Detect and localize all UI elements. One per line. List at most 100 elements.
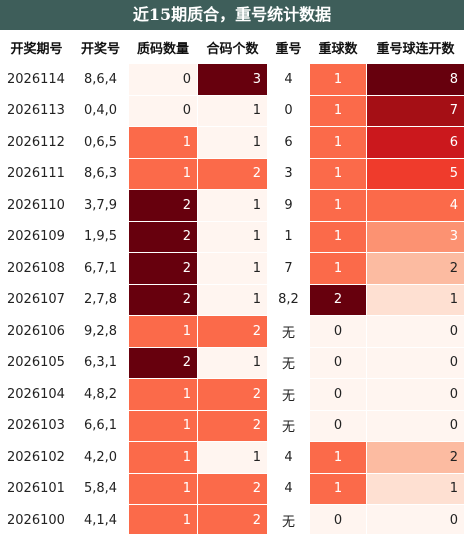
table-cell: 4 bbox=[366, 189, 464, 222]
table-cell: 2 bbox=[197, 157, 268, 190]
table-cell: 0 bbox=[267, 94, 310, 127]
table-row: 2026114 8,6,4 0 3 4 1 8 bbox=[0, 63, 464, 96]
table-cell: 1 bbox=[128, 504, 198, 534]
table-cell: 4 bbox=[267, 441, 310, 474]
table-cell: 2026106 bbox=[0, 315, 73, 348]
table-row: 2026112 0,6,5 1 1 6 1 6 bbox=[0, 126, 464, 159]
table-row: 2026102 4,2,0 1 1 4 1 2 bbox=[0, 441, 464, 474]
header-row: 开奖期号 开奖号 质码数量 合码个数 重号 重球数 重号球连开数 bbox=[0, 30, 464, 64]
table-cell: 1 bbox=[197, 94, 268, 127]
table-cell: 4,8,2 bbox=[72, 378, 129, 411]
table-cell: 2 bbox=[366, 252, 464, 285]
table-cell: 0 bbox=[128, 63, 198, 96]
table-cell: 2026104 bbox=[0, 378, 73, 411]
table-row: 2026105 6,3,1 2 1 无 0 0 bbox=[0, 346, 464, 379]
table-cell: 2 bbox=[197, 472, 268, 505]
table-cell: 2026109 bbox=[0, 220, 73, 253]
table-cell: 1 bbox=[197, 283, 268, 316]
table-row: 2026111 8,6,3 1 2 3 1 5 bbox=[0, 157, 464, 190]
table-cell: 7 bbox=[366, 94, 464, 127]
table-cell: 2 bbox=[128, 283, 198, 316]
table-cell: 3 bbox=[197, 63, 268, 96]
table-cell: 8,2 bbox=[267, 283, 310, 316]
table-cell: 2026107 bbox=[0, 283, 73, 316]
table-cell: 1 bbox=[309, 472, 367, 505]
table-cell: 2 bbox=[197, 409, 268, 442]
table-cell: 1 bbox=[197, 346, 268, 379]
table-cell: 2026112 bbox=[0, 126, 73, 159]
table-cell: 2026108 bbox=[0, 252, 73, 285]
table-row: 2026110 3,7,9 2 1 9 1 4 bbox=[0, 189, 464, 222]
table-cell: 2026101 bbox=[0, 472, 73, 505]
table-cell: 1 bbox=[366, 472, 464, 505]
table-cell: 1 bbox=[128, 409, 198, 442]
table-cell: 2026113 bbox=[0, 94, 73, 127]
table-body: 2026114 8,6,4 0 3 4 1 8 2026113 0,4,0 0 1 0 1 7 202611… bbox=[0, 63, 464, 534]
table-cell: 1 bbox=[309, 157, 367, 190]
table-row: 2026106 9,2,8 1 2 无 0 0 bbox=[0, 315, 464, 348]
table-cell: 0 bbox=[309, 378, 367, 411]
table-cell: 6 bbox=[366, 126, 464, 159]
table-row: 2026104 4,8,2 1 2 无 0 0 bbox=[0, 378, 464, 411]
table-cell: 5,8,4 bbox=[72, 472, 129, 505]
table-cell: 2026114 bbox=[0, 63, 73, 96]
table-cell: 6,6,1 bbox=[72, 409, 129, 442]
table-cell: 1 bbox=[309, 220, 367, 253]
table-cell: 2 bbox=[366, 441, 464, 474]
table-cell: 8 bbox=[366, 63, 464, 96]
column-header: 开奖期号 bbox=[0, 30, 73, 64]
table-cell: 1 bbox=[197, 220, 268, 253]
table-row: 2026109 1,9,5 2 1 1 1 3 bbox=[0, 220, 464, 253]
table-cell: 0,4,0 bbox=[72, 94, 129, 127]
table-cell: 1 bbox=[309, 126, 367, 159]
table-cell: 0 bbox=[128, 94, 198, 127]
table-cell: 2 bbox=[128, 220, 198, 253]
table-cell: 6 bbox=[267, 126, 310, 159]
table-cell: 2026100 bbox=[0, 504, 73, 534]
table-cell: 无 bbox=[267, 315, 310, 348]
table-cell: 8,6,3 bbox=[72, 157, 129, 190]
table-cell: 9,2,8 bbox=[72, 315, 129, 348]
table-cell: 2026103 bbox=[0, 409, 73, 442]
table-cell: 0 bbox=[366, 504, 464, 534]
table-cell: 0 bbox=[309, 346, 367, 379]
table-cell: 1 bbox=[366, 283, 464, 316]
table-cell: 无 bbox=[267, 409, 310, 442]
table-cell: 1 bbox=[128, 472, 198, 505]
table-cell: 0 bbox=[366, 315, 464, 348]
table-cell: 1,9,5 bbox=[72, 220, 129, 253]
table-cell: 1 bbox=[309, 189, 367, 222]
table-cell: 2 bbox=[197, 315, 268, 348]
table-cell: 无 bbox=[267, 346, 310, 379]
table-row: 2026113 0,4,0 0 1 0 1 7 bbox=[0, 94, 464, 127]
table-cell: 0 bbox=[309, 504, 367, 534]
table-row: 2026108 6,7,1 2 1 7 1 2 bbox=[0, 252, 464, 285]
table-cell: 1 bbox=[197, 252, 268, 285]
table-cell: 2 bbox=[128, 252, 198, 285]
table-cell: 0 bbox=[366, 409, 464, 442]
table-cell: 1 bbox=[309, 441, 367, 474]
table-cell: 7 bbox=[267, 252, 310, 285]
table-cell: 0 bbox=[366, 346, 464, 379]
table-cell: 3 bbox=[267, 157, 310, 190]
table-cell: 3,7,9 bbox=[72, 189, 129, 222]
table-cell: 4 bbox=[267, 472, 310, 505]
table-cell: 1 bbox=[128, 315, 198, 348]
table-cell: 2026102 bbox=[0, 441, 73, 474]
table-cell: 6,7,1 bbox=[72, 252, 129, 285]
column-header: 合码个数 bbox=[197, 30, 268, 64]
table-cell: 2026110 bbox=[0, 189, 73, 222]
table-cell: 无 bbox=[267, 378, 310, 411]
table-cell: 2 bbox=[309, 283, 367, 316]
table-cell: 4,1,4 bbox=[72, 504, 129, 534]
table-cell: 0 bbox=[309, 409, 367, 442]
table-cell: 1 bbox=[128, 441, 198, 474]
table-cell: 1 bbox=[128, 157, 198, 190]
table-cell: 8,6,4 bbox=[72, 63, 129, 96]
table-cell: 3 bbox=[366, 220, 464, 253]
column-header: 重号球连开数 bbox=[366, 30, 464, 64]
table-cell: 1 bbox=[197, 441, 268, 474]
table-cell: 1 bbox=[197, 126, 268, 159]
table-cell: 0 bbox=[309, 315, 367, 348]
table-cell: 6,3,1 bbox=[72, 346, 129, 379]
